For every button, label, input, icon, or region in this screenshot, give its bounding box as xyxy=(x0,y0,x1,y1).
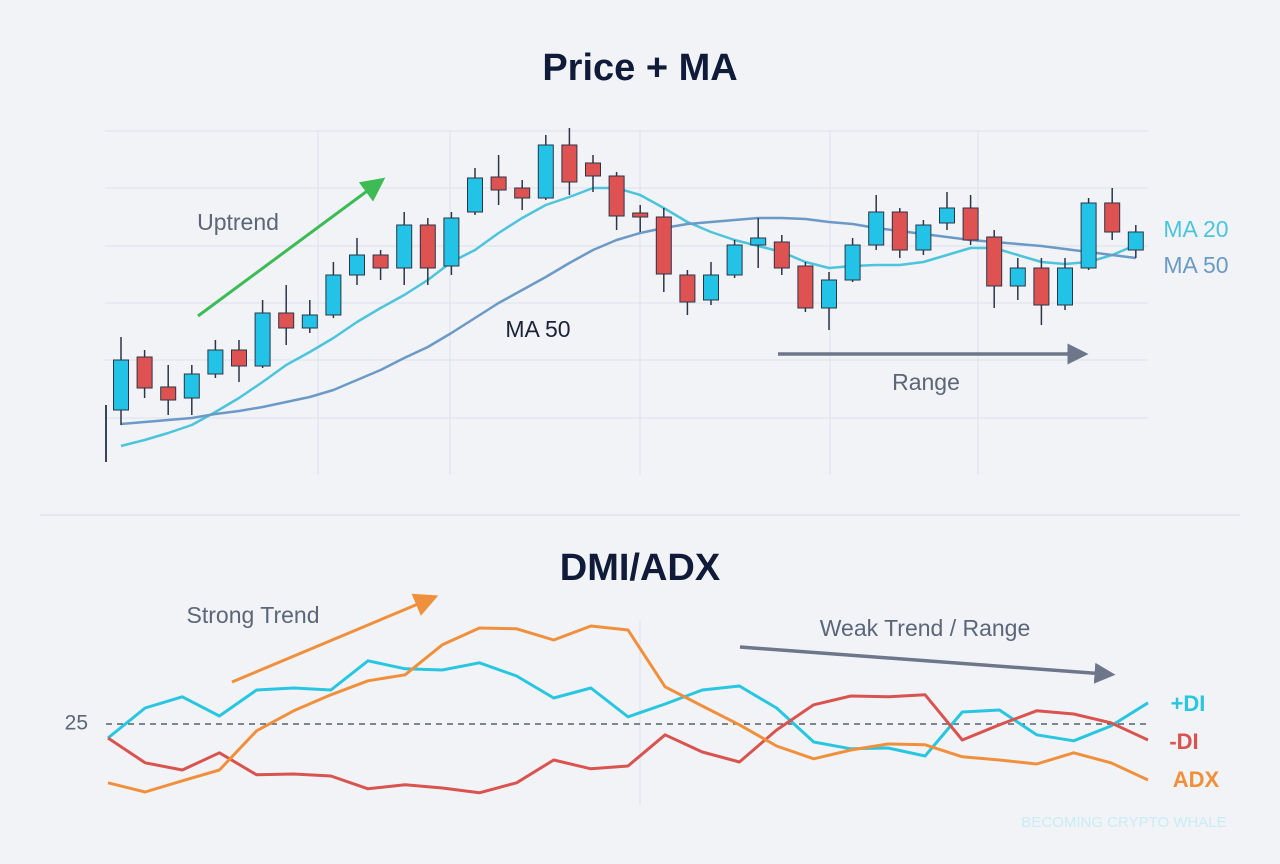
candle-body xyxy=(561,144,578,183)
candle-body xyxy=(490,176,507,191)
candle-body xyxy=(1033,267,1050,306)
legend-label: ADX xyxy=(1173,767,1220,792)
candle-body xyxy=(1104,202,1121,233)
candle-body xyxy=(254,312,271,367)
annotation: Strong Trend xyxy=(187,602,320,628)
candle-body xyxy=(632,212,649,218)
candle-body xyxy=(183,373,200,399)
candle-body xyxy=(467,177,483,213)
candle-body xyxy=(821,279,837,309)
annotation: Uptrend xyxy=(197,209,279,235)
candle-body xyxy=(160,386,177,401)
y-tick-label: 25 xyxy=(65,712,88,735)
arrows xyxy=(197,177,1116,684)
candle-body xyxy=(868,211,885,246)
candle-body xyxy=(231,349,247,367)
candle-body xyxy=(1009,267,1026,287)
indicator-line xyxy=(107,624,1149,794)
candle-body xyxy=(396,224,413,269)
chart-title: DMI/ADX xyxy=(560,547,721,589)
candle-body xyxy=(301,314,318,329)
candle-body xyxy=(1127,231,1144,251)
legend-label: -DI xyxy=(1169,729,1198,754)
candle-body xyxy=(113,359,129,411)
candle-body xyxy=(372,254,389,269)
candle-body xyxy=(962,207,979,241)
candle-body xyxy=(585,162,601,177)
candle-body xyxy=(325,274,342,316)
candle-body xyxy=(207,349,224,375)
candle-body xyxy=(537,144,554,199)
candle-body xyxy=(891,211,908,251)
candle-body xyxy=(703,274,719,301)
annotation: Range xyxy=(892,369,960,395)
candle-body xyxy=(1057,267,1073,306)
candle-body xyxy=(349,254,365,276)
candle-body xyxy=(797,265,814,309)
watermark: BECOMING CRYPTO WHALE xyxy=(1021,814,1226,831)
chart-title: Price + MA xyxy=(542,47,737,89)
indicator-line xyxy=(107,693,1149,795)
candle-body xyxy=(443,217,460,267)
candle-body xyxy=(419,224,436,269)
candle-body xyxy=(136,356,153,389)
candle-body xyxy=(750,237,767,246)
legend-label: MA 20 xyxy=(1163,216,1228,242)
legend-label: MA 50 xyxy=(1163,252,1228,278)
price-grid xyxy=(105,130,1148,475)
candle-body xyxy=(608,175,625,217)
candle-body xyxy=(726,244,743,276)
legend-label: +DI xyxy=(1171,691,1206,716)
candle-body xyxy=(939,207,955,224)
candle-body xyxy=(986,236,1003,287)
annotation: Weak Trend / Range xyxy=(820,615,1031,641)
candle-body xyxy=(844,244,861,281)
annotation: MA 50 xyxy=(505,316,570,342)
candle-body xyxy=(655,216,672,275)
candle-body xyxy=(915,224,932,251)
candle-body xyxy=(1080,202,1097,269)
indicator-line xyxy=(107,659,1149,758)
ma-line xyxy=(120,186,1137,448)
candle-body xyxy=(514,187,531,199)
candle-body xyxy=(773,241,790,269)
candle-body xyxy=(679,274,696,303)
candle-body xyxy=(278,312,295,329)
